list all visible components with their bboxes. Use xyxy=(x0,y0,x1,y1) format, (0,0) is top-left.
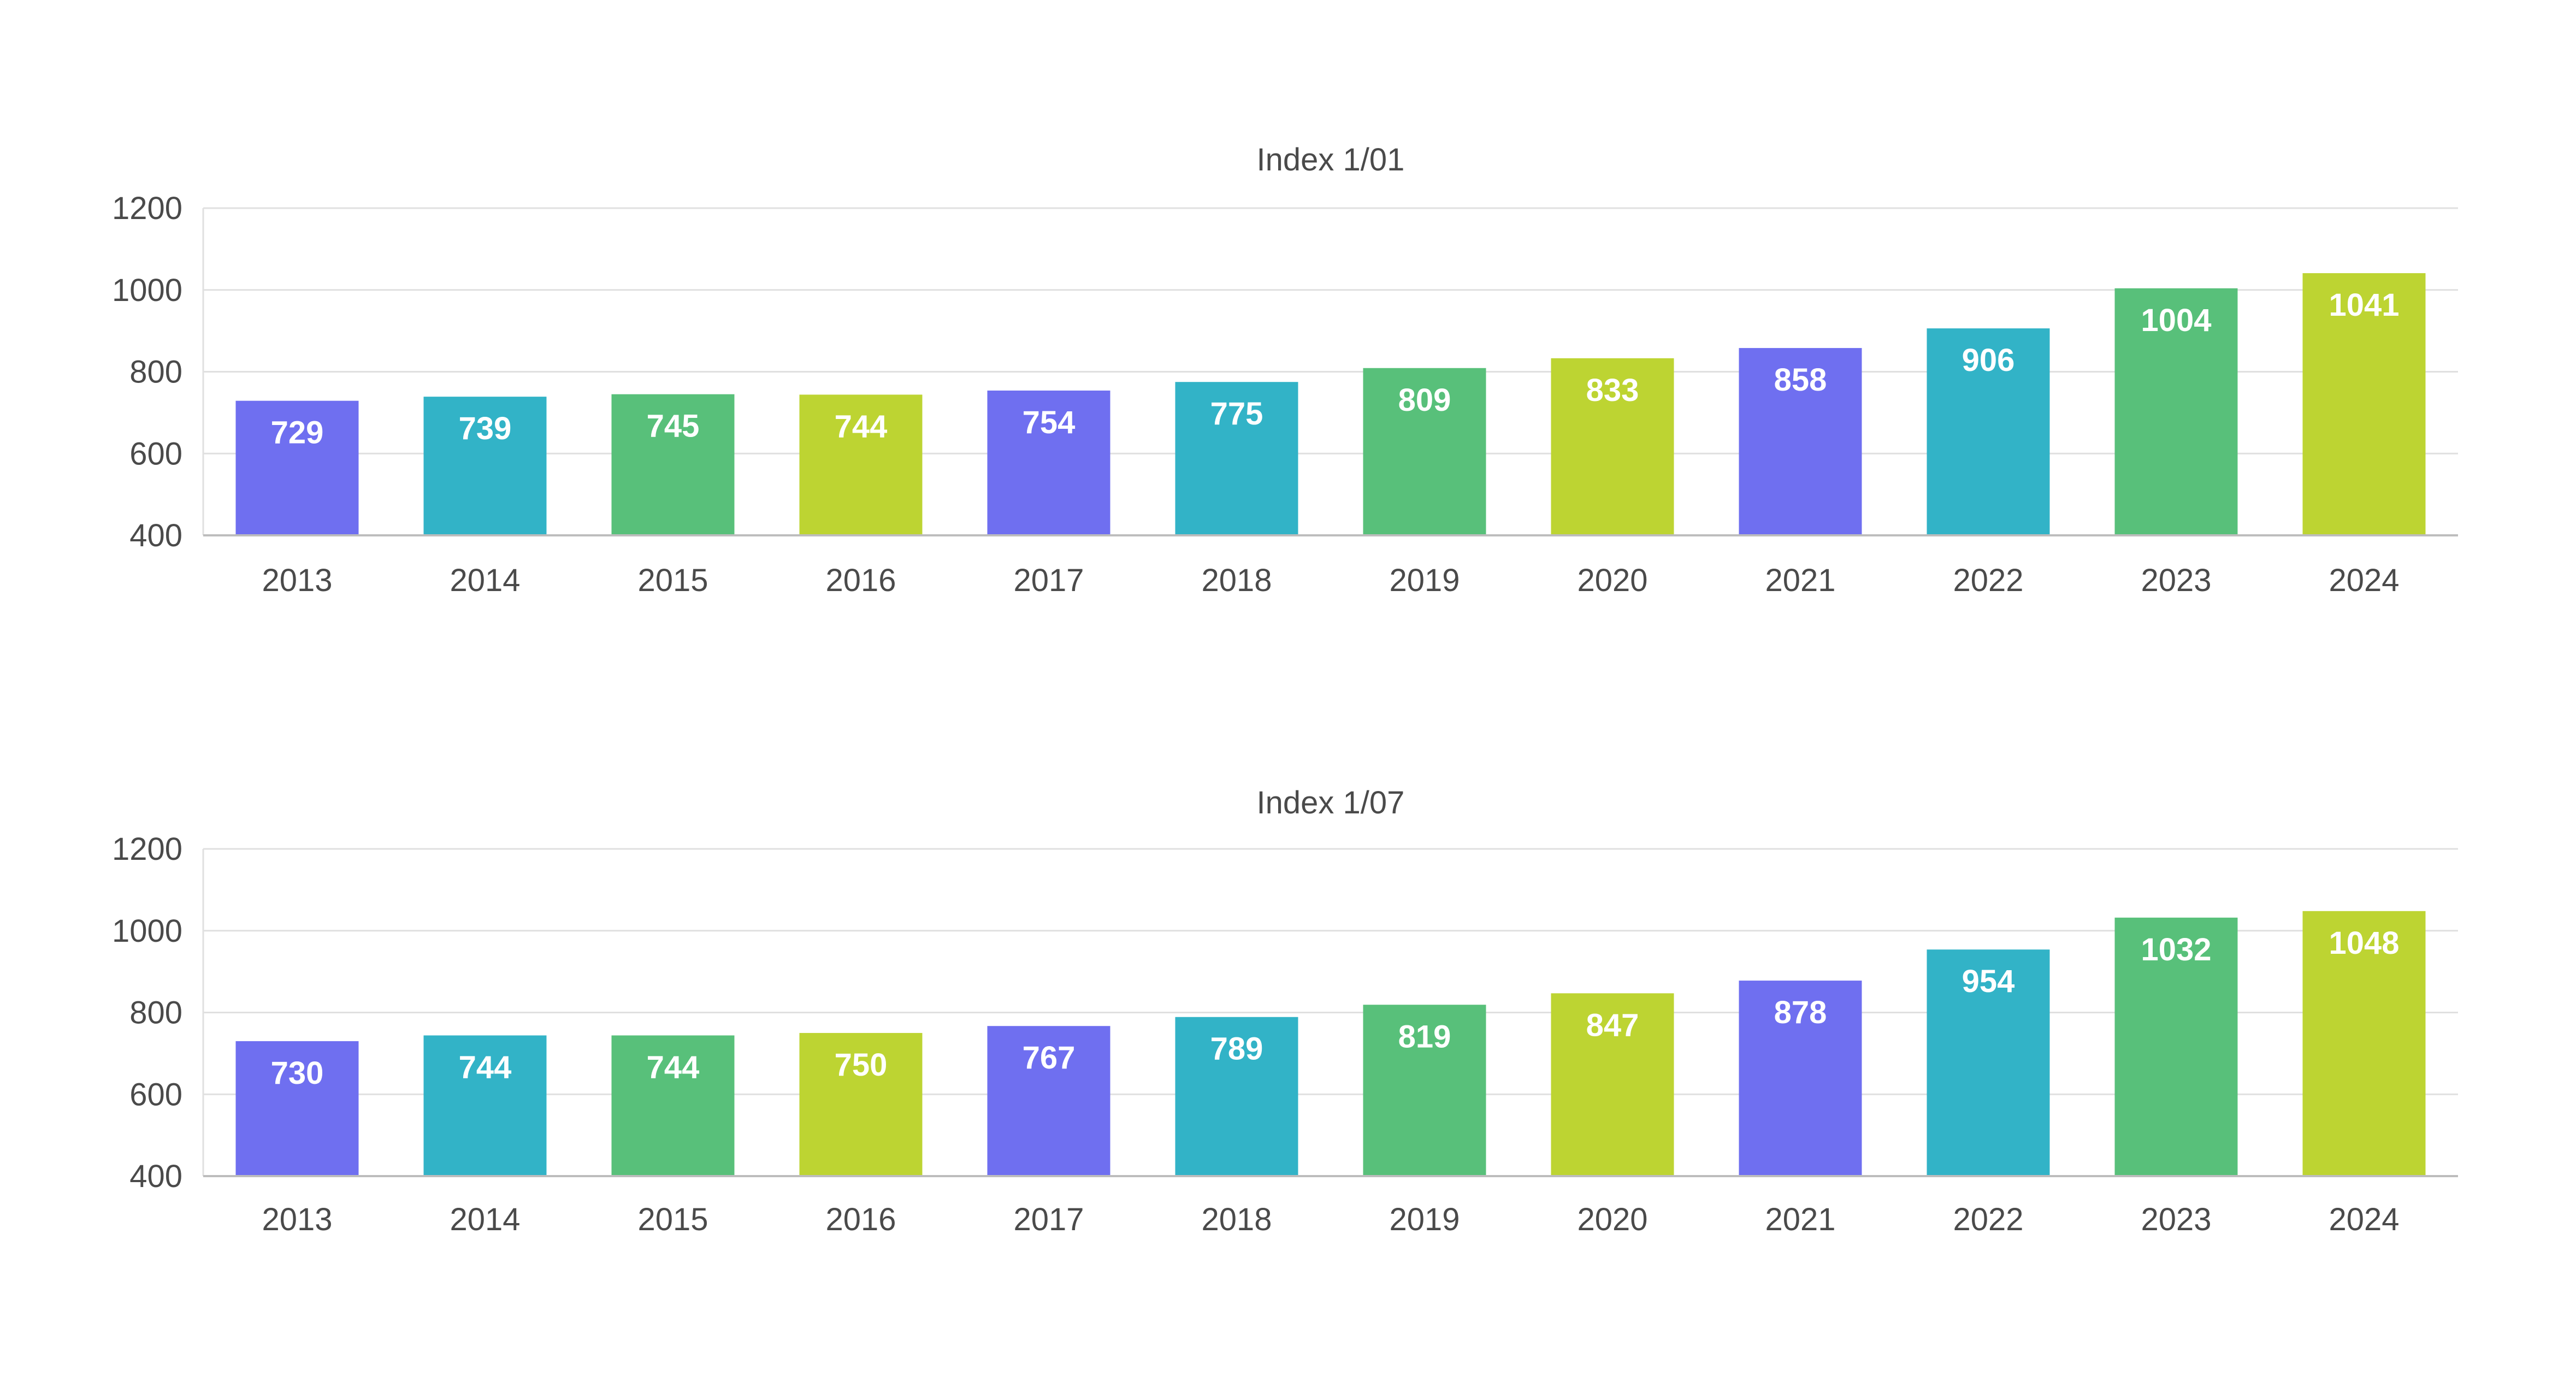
x-tick-label: 2024 xyxy=(2329,563,2399,598)
bar-value-label: 833 xyxy=(1586,373,1639,408)
bar xyxy=(2114,917,2238,1176)
chart-title: Index 1/01 xyxy=(1257,142,1405,178)
y-tick-label: 400 xyxy=(129,518,182,553)
x-tick-label: 2024 xyxy=(2329,1202,2399,1237)
x-tick-label: 2022 xyxy=(1953,1202,2023,1237)
y-tick-label: 1000 xyxy=(112,273,182,308)
chart-panel: Index 1/01 400 600 800 1000 1200 729 2013 739 201… xyxy=(112,142,2458,598)
bar-value-label: 1041 xyxy=(2329,287,2399,323)
bar-value-label: 730 xyxy=(271,1055,324,1091)
bar-value-label: 775 xyxy=(1210,396,1263,432)
x-tick-label: 2020 xyxy=(1577,1202,1647,1237)
x-tick-label: 2015 xyxy=(637,563,708,598)
bar-value-label: 789 xyxy=(1210,1031,1263,1067)
x-tick-label: 2013 xyxy=(262,563,332,598)
bar-value-label: 754 xyxy=(1023,405,1076,440)
bar xyxy=(611,394,735,535)
x-tick-label: 2016 xyxy=(825,563,896,598)
y-tick-label: 1200 xyxy=(112,831,182,867)
bar xyxy=(987,1026,1110,1176)
bar xyxy=(799,1032,923,1176)
bar xyxy=(1551,358,1674,535)
x-tick-label: 2023 xyxy=(2141,1202,2211,1237)
x-tick-label: 2014 xyxy=(450,1202,520,1237)
x-tick-label: 2013 xyxy=(262,1202,332,1237)
bar-value-label: 878 xyxy=(1774,995,1827,1030)
bar xyxy=(1175,382,1298,535)
x-tick-label: 2021 xyxy=(1765,1202,1835,1237)
bar-value-label: 954 xyxy=(1962,964,2015,999)
bar-value-label: 744 xyxy=(647,1049,700,1085)
bar-value-label: 729 xyxy=(271,415,324,451)
chart-panel: Index 1/07 400 600 800 1000 1200 730 2013 744 201… xyxy=(112,785,2458,1237)
bar-value-label: 858 xyxy=(1774,362,1827,398)
y-tick-label: 600 xyxy=(129,1077,182,1112)
y-tick-label: 600 xyxy=(129,436,182,471)
bar xyxy=(1739,981,1862,1176)
bar xyxy=(1551,993,1674,1176)
x-tick-label: 2015 xyxy=(637,1202,708,1237)
x-tick-label: 2023 xyxy=(2141,563,2211,598)
bar xyxy=(1927,949,2050,1176)
chart-title: Index 1/07 xyxy=(1257,785,1405,820)
x-tick-label: 2019 xyxy=(1389,1202,1460,1237)
bar xyxy=(2302,911,2426,1176)
bar-value-label: 1032 xyxy=(2141,932,2211,967)
bar-value-label: 744 xyxy=(835,409,888,444)
x-tick-label: 2017 xyxy=(1013,1202,1084,1237)
bar xyxy=(611,1035,735,1176)
x-tick-label: 2014 xyxy=(450,563,520,598)
x-tick-label: 2017 xyxy=(1013,563,1084,598)
bar xyxy=(2114,288,2238,535)
x-tick-label: 2022 xyxy=(1953,563,2023,598)
bar-value-label: 809 xyxy=(1398,382,1451,418)
bar xyxy=(235,1041,359,1176)
bar xyxy=(2302,273,2426,535)
bar xyxy=(423,397,547,535)
bar xyxy=(423,1035,547,1176)
bar-value-label: 767 xyxy=(1023,1040,1076,1076)
bar-value-label: 906 xyxy=(1962,343,2015,378)
x-tick-label: 2020 xyxy=(1577,563,1647,598)
y-tick-label: 1200 xyxy=(112,191,182,226)
bar-value-label: 847 xyxy=(1586,1007,1639,1043)
bar xyxy=(235,400,359,535)
bar-value-label: 744 xyxy=(459,1049,512,1085)
x-tick-label: 2019 xyxy=(1389,563,1460,598)
bar xyxy=(1175,1017,1298,1176)
y-tick-label: 1000 xyxy=(112,913,182,949)
bar xyxy=(1363,368,1486,535)
bar-value-label: 1048 xyxy=(2329,925,2399,961)
bar-value-label: 1004 xyxy=(2141,303,2211,338)
bar-value-label: 750 xyxy=(835,1047,888,1083)
bar xyxy=(1927,328,2050,535)
bar xyxy=(1739,348,1862,535)
x-tick-label: 2016 xyxy=(825,1202,896,1237)
y-tick-label: 800 xyxy=(129,355,182,390)
x-tick-label: 2018 xyxy=(1201,563,1272,598)
bar-value-label: 819 xyxy=(1398,1019,1451,1054)
x-tick-label: 2018 xyxy=(1201,1202,1272,1237)
y-tick-label: 400 xyxy=(129,1159,182,1194)
bar-value-label: 739 xyxy=(459,411,512,446)
y-tick-label: 800 xyxy=(129,995,182,1031)
bar xyxy=(799,394,923,535)
x-tick-label: 2021 xyxy=(1765,563,1835,598)
bar-value-label: 745 xyxy=(647,409,700,444)
bar xyxy=(987,390,1110,535)
bar xyxy=(1363,1005,1486,1176)
